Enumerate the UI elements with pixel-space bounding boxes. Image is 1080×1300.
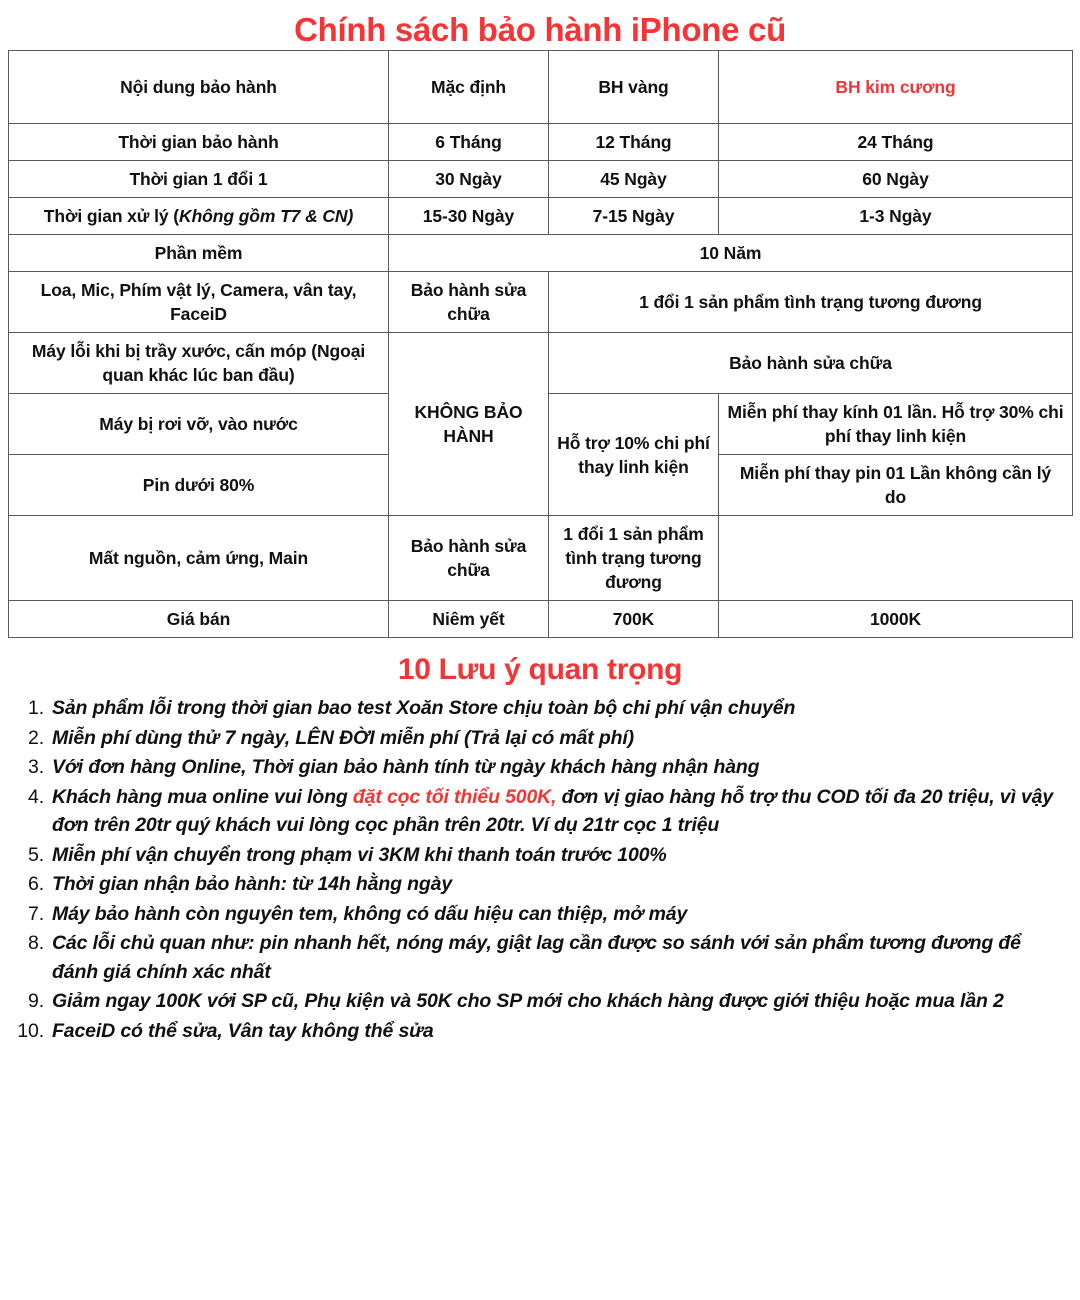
cell-default-exchange-time: 30 Ngày (388, 160, 549, 198)
table-row: Mất nguồn, cảm ứng, Main Bảo hành sửa ch… (8, 515, 1073, 601)
list-item: Với đơn hàng Online, Thời gian bảo hành … (0, 753, 760, 781)
cell-diamond-price: 1000K (718, 600, 1073, 638)
header-cell-default: Mặc định (388, 50, 549, 124)
label-text-plain: Thời gian xử lý ( (43, 206, 180, 226)
row-label-warranty-time: Thời gian bảo hành (8, 123, 389, 161)
header-cell-diamond: BH kim cương (718, 50, 1073, 124)
warranty-table: Nội dung bảo hành Mặc định BH vàng BH ki… (8, 50, 1073, 638)
cell-default-processing-time: 15-30 Ngày (388, 197, 549, 235)
cell-default-no-warranty: KHÔNG BẢO HÀNH (388, 332, 549, 516)
table-row: Loa, Mic, Phím vật lý, Camera, vân tay, … (8, 271, 1073, 333)
page-title: Chính sách bảo hành iPhone cũ (294, 11, 786, 48)
cell-diamond-drop-water-damage: Miễn phí thay kính 01 lần. Hỗ trợ 30% ch… (718, 393, 1073, 455)
cell-gold-warranty-time: 12 Tháng (548, 123, 719, 161)
list-item-deposit: Khách hàng mua online vui lòng đặt cọc t… (0, 783, 1070, 840)
header-cell-gold: BH vàng (548, 50, 719, 124)
notes-list: Sản phẩm lỗi trong thời gian bao test Xo… (0, 694, 1080, 1045)
table-row: Pin dưới 80% Miễn phí thay pin 01 Lần kh… (8, 454, 1073, 516)
cell-gold-support-10: Hỗ trợ 10% chi phí thay linh kiện (548, 393, 719, 516)
row-label-processing-time: Thời gian xử lý (Không gồm T7 & CN) (8, 197, 389, 235)
label-text-italic: Không gồm T7 & CN (179, 206, 348, 226)
cell-gold-power-touch-main: Bảo hành sửa chữa (388, 515, 549, 601)
cell-merged-components: 1 đổi 1 sản phẩm tình trạng tương đương (548, 271, 1073, 333)
list-item: Thời gian nhận bảo hành: từ 14h hằng ngà… (0, 870, 453, 898)
table-header-row: Nội dung bảo hành Mặc định BH vàng BH ki… (8, 50, 1073, 124)
notes-title: 10 Lưu ý quan trọng (397, 653, 683, 686)
list-item: FaceiD có thể sửa, Vân tay không thể sửa (0, 1017, 434, 1045)
row-label-power-touch-main: Mất nguồn, cảm ứng, Main (8, 515, 389, 601)
note-part-2: đơn vị giao hàng hỗ trợ thu COD tối đa 2… (52, 785, 1054, 837)
row-label-drop-water-damage: Máy bị rơi vỡ, vào nước (8, 393, 389, 455)
table-row: Thời gian bảo hành 6 Tháng 12 Tháng 24 T… (8, 123, 1073, 161)
table-row: Máy bị rơi vỡ, vào nước Hỗ trợ 10% chi p… (8, 393, 1073, 516)
cell-merged-cosmetic-damage: Bảo hành sửa chữa (548, 332, 1073, 394)
list-item: Giảm ngay 100K với SP cũ, Phụ kiện và 50… (0, 987, 1004, 1015)
table-row: Phần mềm 10 Năm (8, 234, 1073, 272)
row-label-price: Giá bán (8, 600, 389, 638)
list-item: Miễn phí vận chuyển trong phạm vi 3KM kh… (0, 841, 667, 869)
list-item: Các lỗi chủ quan như: pin nhanh hết, nón… (0, 929, 1021, 983)
cell-diamond-exchange-time: 60 Ngày (718, 160, 1073, 198)
cell-merged-software: 10 Năm (388, 234, 1073, 272)
cell-default-components: Bảo hành sửa chữa (388, 271, 549, 333)
cell-default-warranty-time: 6 Tháng (388, 123, 549, 161)
cell-gold-price: 700K (548, 600, 719, 638)
cell-default-price: Niêm yết (388, 600, 549, 638)
label-text-tail: ) (347, 206, 354, 226)
row-label-software: Phần mềm (8, 234, 389, 272)
row-label-battery-under-80: Pin dưới 80% (8, 454, 389, 516)
cell-gold-processing-time: 7-15 Ngày (548, 197, 719, 235)
table-row: Giá bán Niêm yết 700K 1000K (8, 600, 1073, 638)
table-row: Thời gian xử lý (Không gồm T7 & CN) 15-3… (8, 197, 1073, 235)
row-label-cosmetic-damage: Máy lỗi khi bị trầy xước, cấn móp (Ngoại… (8, 332, 389, 394)
row-label-exchange-time: Thời gian 1 đổi 1 (8, 160, 389, 198)
table-row: Máy lỗi khi bị trầy xước, cấn móp (Ngoại… (8, 332, 1073, 516)
cell-diamond-power-touch-main: 1 đổi 1 sản phẩm tình trạng tương đương (548, 515, 719, 601)
note-part-1: Khách hàng mua online vui lòng (52, 785, 353, 808)
list-item: Miễn phí dùng thử 7 ngày, LÊN ĐỜI miễn p… (0, 724, 634, 752)
cell-diamond-battery-under-80: Miễn phí thay pin 01 Lần không cần lý do (718, 454, 1073, 516)
list-item: Sản phẩm lỗi trong thời gian bao test Xo… (0, 694, 796, 722)
cell-diamond-warranty-time: 24 Tháng (718, 123, 1073, 161)
header-cell-content: Nội dung bảo hành (8, 50, 389, 124)
cell-diamond-processing-time: 1-3 Ngày (718, 197, 1073, 235)
cell-gold-exchange-time: 45 Ngày (548, 160, 719, 198)
row-label-components: Loa, Mic, Phím vật lý, Camera, vân tay, … (8, 271, 389, 333)
note-highlight-deposit: đặt cọc tối thiểu 500K, (352, 785, 557, 808)
list-item: Máy bảo hành còn nguyên tem, không có dấ… (0, 900, 688, 928)
table-row: Thời gian 1 đổi 1 30 Ngày 45 Ngày 60 Ngà… (8, 160, 1073, 198)
warranty-table-wrapper: Nội dung bảo hành Mặc định BH vàng BH ki… (8, 50, 1073, 638)
